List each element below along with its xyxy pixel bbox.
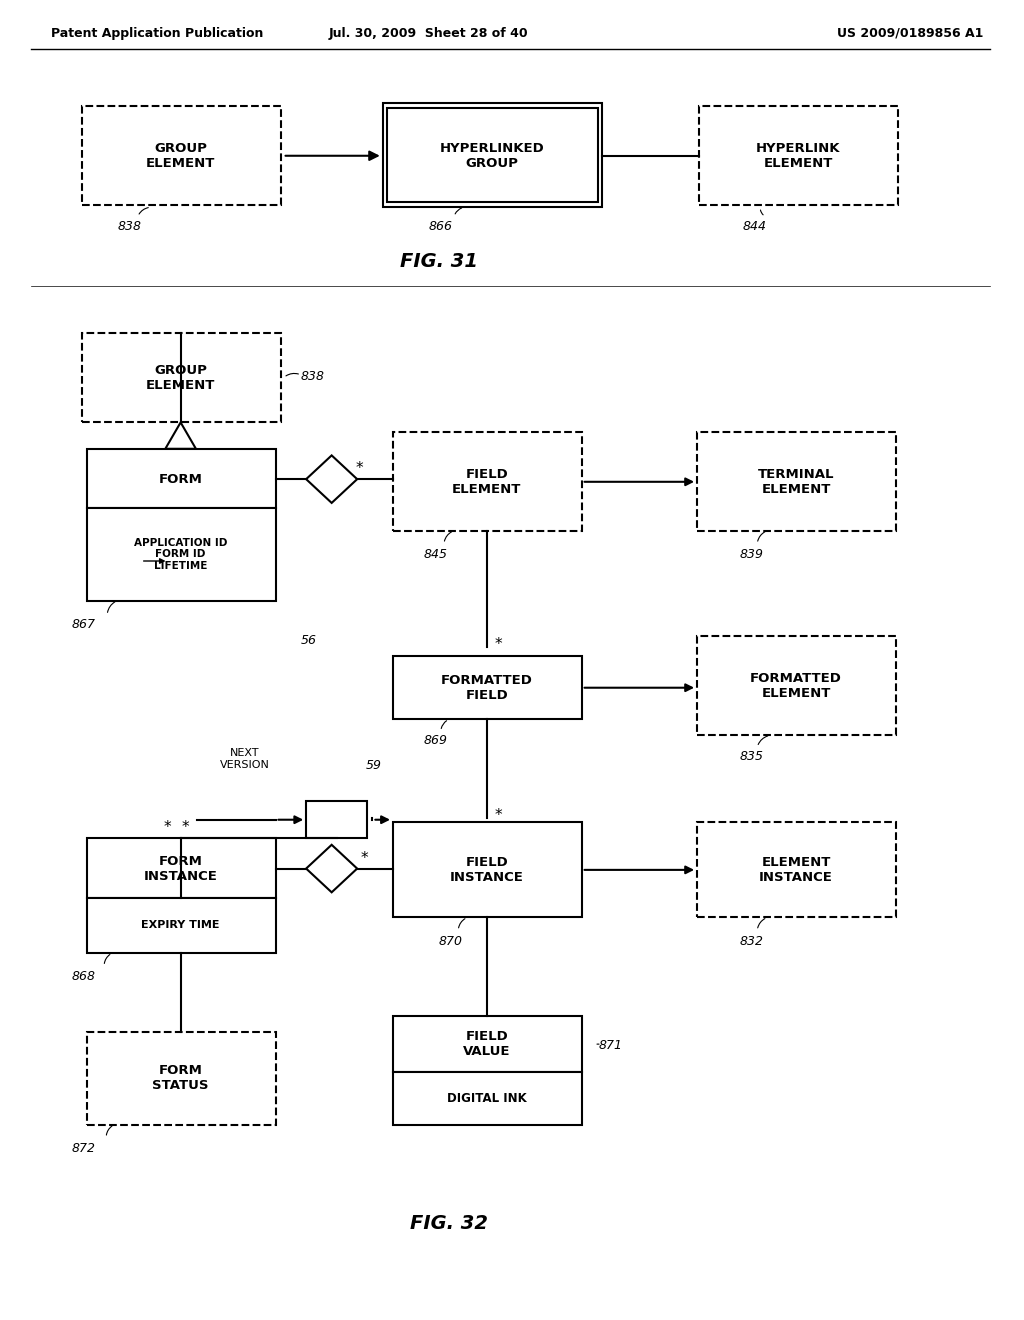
Text: 844: 844 — [742, 220, 767, 234]
FancyBboxPatch shape — [87, 1032, 275, 1125]
Text: 59: 59 — [366, 759, 381, 772]
FancyBboxPatch shape — [82, 333, 281, 422]
Text: Patent Application Publication: Patent Application Publication — [51, 26, 263, 40]
Text: 867: 867 — [72, 618, 95, 631]
Text: *: * — [360, 850, 368, 866]
Text: 871: 871 — [599, 1039, 623, 1052]
Text: FORM: FORM — [159, 473, 203, 486]
Text: GROUP
ELEMENT: GROUP ELEMENT — [146, 141, 215, 170]
FancyBboxPatch shape — [393, 1016, 582, 1072]
FancyBboxPatch shape — [393, 432, 582, 531]
Text: HYPERLINK
ELEMENT: HYPERLINK ELEMENT — [756, 141, 841, 170]
Text: FIELD
ELEMENT: FIELD ELEMENT — [452, 467, 521, 496]
Text: FORM
INSTANCE: FORM INSTANCE — [143, 854, 217, 883]
FancyBboxPatch shape — [387, 108, 598, 202]
FancyBboxPatch shape — [87, 838, 275, 898]
Text: TERMINAL
ELEMENT: TERMINAL ELEMENT — [758, 467, 835, 496]
Text: GROUP
ELEMENT: GROUP ELEMENT — [146, 363, 215, 392]
FancyBboxPatch shape — [383, 103, 602, 207]
Text: 832: 832 — [740, 935, 764, 948]
FancyBboxPatch shape — [697, 432, 896, 531]
Text: FIELD
VALUE: FIELD VALUE — [463, 1030, 511, 1059]
FancyBboxPatch shape — [697, 822, 896, 917]
FancyBboxPatch shape — [87, 508, 275, 601]
Text: US 2009/0189856 A1: US 2009/0189856 A1 — [837, 26, 983, 40]
Text: Jul. 30, 2009  Sheet 28 of 40: Jul. 30, 2009 Sheet 28 of 40 — [329, 26, 528, 40]
FancyBboxPatch shape — [393, 1072, 582, 1125]
Text: 845: 845 — [424, 548, 447, 561]
Polygon shape — [306, 845, 357, 892]
FancyBboxPatch shape — [87, 449, 275, 508]
FancyBboxPatch shape — [87, 898, 275, 953]
Text: *: * — [495, 808, 503, 824]
Text: 870: 870 — [439, 935, 463, 948]
Text: 872: 872 — [72, 1142, 95, 1155]
FancyBboxPatch shape — [393, 656, 582, 719]
Text: 839: 839 — [740, 548, 764, 561]
Text: DIGITAL INK: DIGITAL INK — [446, 1092, 526, 1105]
Text: *: * — [164, 820, 171, 836]
Text: FORM
STATUS: FORM STATUS — [153, 1064, 209, 1093]
Text: *: * — [495, 636, 503, 652]
Text: 838: 838 — [301, 370, 325, 383]
Text: 868: 868 — [72, 970, 95, 983]
FancyBboxPatch shape — [393, 822, 582, 917]
Text: FORMATTED
FIELD: FORMATTED FIELD — [440, 673, 532, 702]
Text: FIELD
INSTANCE: FIELD INSTANCE — [450, 855, 523, 884]
Polygon shape — [306, 455, 357, 503]
FancyBboxPatch shape — [699, 106, 898, 205]
Text: NEXT
VERSION: NEXT VERSION — [220, 748, 270, 770]
Text: 866: 866 — [429, 220, 453, 234]
Text: 835: 835 — [740, 750, 764, 763]
Text: *: * — [181, 820, 188, 836]
Text: 838: 838 — [118, 220, 141, 234]
Text: 869: 869 — [424, 734, 447, 747]
FancyBboxPatch shape — [306, 801, 368, 838]
Text: 56: 56 — [301, 634, 317, 647]
Text: ELEMENT
INSTANCE: ELEMENT INSTANCE — [759, 855, 833, 884]
FancyBboxPatch shape — [697, 636, 896, 735]
Text: FORMATTED
ELEMENT: FORMATTED ELEMENT — [750, 672, 842, 701]
Text: *: * — [355, 461, 362, 477]
FancyBboxPatch shape — [82, 106, 281, 205]
Text: FIG. 32: FIG. 32 — [410, 1214, 488, 1233]
Text: FIG. 31: FIG. 31 — [399, 252, 478, 271]
Text: HYPERLINKED
GROUP: HYPERLINKED GROUP — [439, 141, 544, 170]
Text: EXPIRY TIME: EXPIRY TIME — [141, 920, 220, 931]
Text: APPLICATION ID
FORM ID
LIFETIME: APPLICATION ID FORM ID LIFETIME — [134, 537, 227, 572]
